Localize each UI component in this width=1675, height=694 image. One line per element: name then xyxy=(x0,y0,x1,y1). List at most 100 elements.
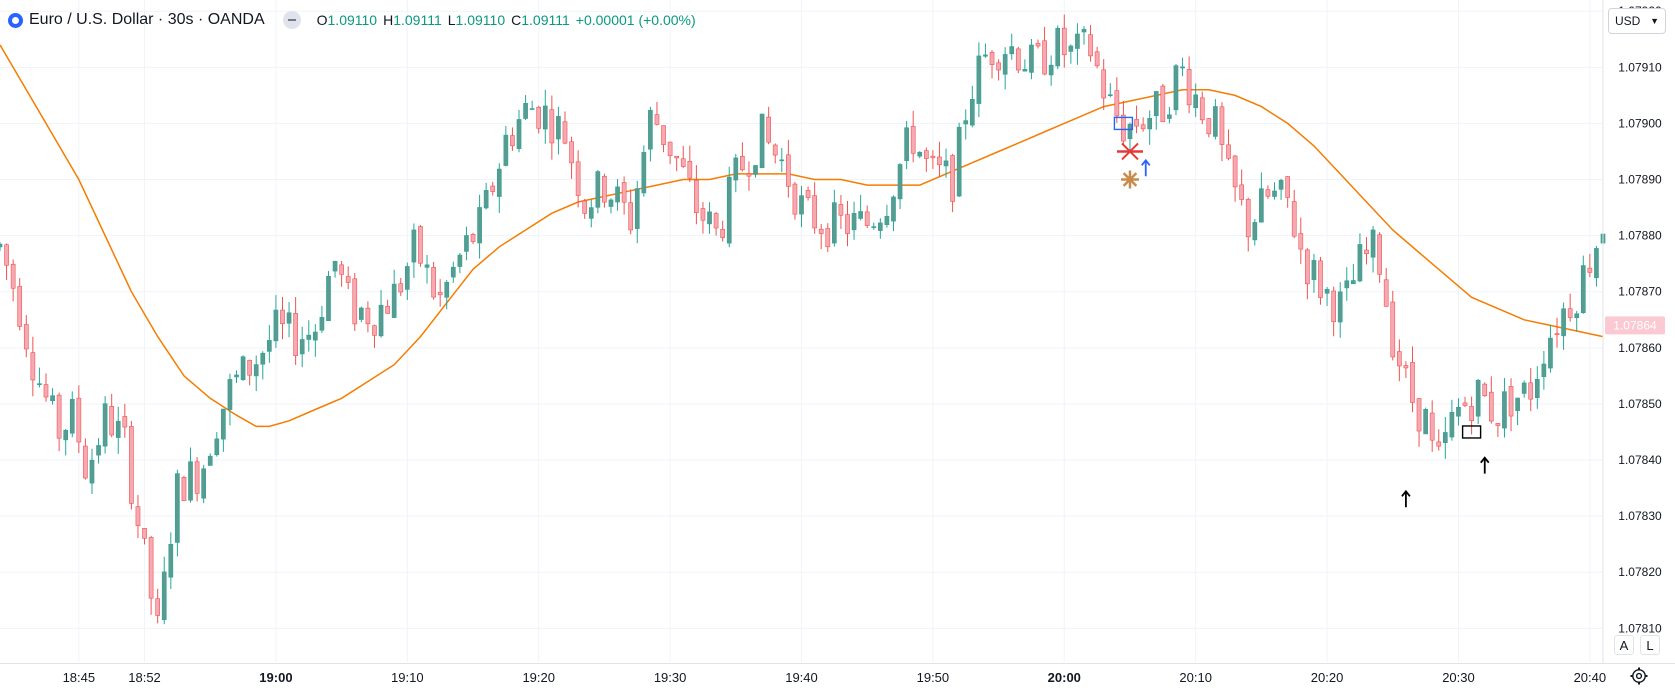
gear-icon[interactable] xyxy=(1630,667,1648,685)
currency-button[interactable]: USD ▼ xyxy=(1608,8,1666,34)
time-tick-label: 20:40 xyxy=(1574,670,1607,685)
candle-body xyxy=(457,254,463,267)
candle-body xyxy=(1502,391,1507,429)
candle-body xyxy=(786,154,791,187)
candle-body xyxy=(1331,290,1336,323)
candle-body xyxy=(562,121,568,144)
log-scale-button[interactable]: L xyxy=(1640,635,1660,655)
drawing-rectangle xyxy=(1461,425,1482,439)
price-tick-label: 1.07880 xyxy=(1618,229,1662,243)
time-tick-label: 19:20 xyxy=(522,670,555,685)
minus-icon[interactable] xyxy=(282,11,301,29)
candle-body xyxy=(1528,382,1534,400)
time-axis[interactable]: 18:45 18:52 19:00 19:10 19:20 19:30 19:40 19:50… xyxy=(63,670,1607,685)
candle-body xyxy=(1081,29,1087,33)
candle-body xyxy=(358,307,364,320)
candle-body xyxy=(726,176,732,244)
time-tick-label: 20:00 xyxy=(1048,670,1081,685)
candle-body xyxy=(83,445,88,479)
candle-body xyxy=(1239,184,1245,200)
candle-body xyxy=(1488,391,1494,422)
candle-body xyxy=(1278,179,1284,190)
price-tick-label: 1.07860 xyxy=(1618,341,1662,355)
auto-scale-button[interactable]: A xyxy=(1614,635,1634,655)
candle-body xyxy=(1055,27,1061,67)
candle-body xyxy=(23,324,29,350)
candle-body xyxy=(641,152,647,194)
candle-body xyxy=(608,199,614,207)
candle-body xyxy=(575,161,581,196)
candle-body xyxy=(444,281,450,298)
candle-body xyxy=(536,106,542,129)
candle-body xyxy=(155,598,161,616)
candle-body xyxy=(503,134,509,166)
candle-body xyxy=(1469,406,1474,422)
price-tick-label: 1.07910 xyxy=(1618,60,1662,74)
candle-body xyxy=(877,222,883,231)
candle-body xyxy=(260,352,266,365)
candle-body xyxy=(1548,337,1553,369)
globe-logo-icon xyxy=(8,12,23,28)
candle-body xyxy=(365,307,371,325)
candle-body xyxy=(1107,94,1113,96)
candle-body xyxy=(1075,33,1080,49)
candle-body xyxy=(1029,44,1034,73)
candle-body xyxy=(1521,382,1527,394)
candle-body xyxy=(1219,106,1225,145)
candle-body xyxy=(234,374,239,378)
candle-body xyxy=(313,331,318,341)
time-tick-label: 18:52 xyxy=(128,670,161,685)
open-key: O xyxy=(316,12,328,28)
symbol-title[interactable]: Euro / U.S. Dollar · 30s · OANDA xyxy=(29,11,265,28)
candle-body xyxy=(63,429,69,441)
candle-body xyxy=(694,180,699,213)
candle-body xyxy=(96,445,101,456)
candle-body xyxy=(864,211,870,226)
candle-body xyxy=(273,309,279,342)
price-axis[interactable]: 1.07810 1.07820 1.07830 1.07840 1.07850 1.078… xyxy=(1605,4,1665,635)
candle-body xyxy=(1127,123,1133,140)
time-tick-label: 19:50 xyxy=(917,670,950,685)
candle-body xyxy=(523,103,528,119)
candle-body xyxy=(1153,91,1159,117)
candle-body xyxy=(1311,260,1317,280)
candle-body xyxy=(1134,119,1139,127)
candle-body xyxy=(214,438,220,456)
candle-body xyxy=(969,99,975,126)
candle-body xyxy=(1088,34,1093,57)
candle-body xyxy=(1390,301,1396,358)
candle-body xyxy=(634,188,640,229)
candle-body xyxy=(378,304,384,337)
time-tick-label: 19:00 xyxy=(259,670,292,685)
candle-body xyxy=(759,113,765,169)
candle-body xyxy=(115,420,121,438)
price-tick-label: 1.07850 xyxy=(1618,397,1662,411)
candle-body xyxy=(43,384,49,398)
candle-body xyxy=(148,537,154,599)
close-key: C xyxy=(511,12,522,28)
candle-body xyxy=(477,207,482,244)
candle-body xyxy=(109,406,115,436)
candle-body xyxy=(1022,69,1028,72)
drawing-arrow-up xyxy=(1480,456,1490,474)
open-value: 1.09110 xyxy=(327,12,378,28)
candle-body xyxy=(1232,155,1238,188)
candle-body xyxy=(56,394,62,439)
candle-body xyxy=(221,408,226,440)
time-tick-label: 19:40 xyxy=(785,670,818,685)
candle-body xyxy=(1167,114,1172,119)
candle-body xyxy=(299,339,305,355)
time-tick-label: 19:30 xyxy=(654,670,687,685)
candle-body xyxy=(496,168,502,197)
candle-body xyxy=(1265,189,1271,197)
candle-body xyxy=(615,186,620,203)
candle-body xyxy=(1567,308,1573,318)
candle-body xyxy=(142,527,147,539)
candle-body xyxy=(1245,199,1251,238)
price-tick-label: 1.07810 xyxy=(1618,621,1662,635)
candle-body xyxy=(884,216,890,225)
candle-body xyxy=(1291,201,1297,237)
candle-body xyxy=(556,116,561,140)
candle-body xyxy=(30,352,36,381)
